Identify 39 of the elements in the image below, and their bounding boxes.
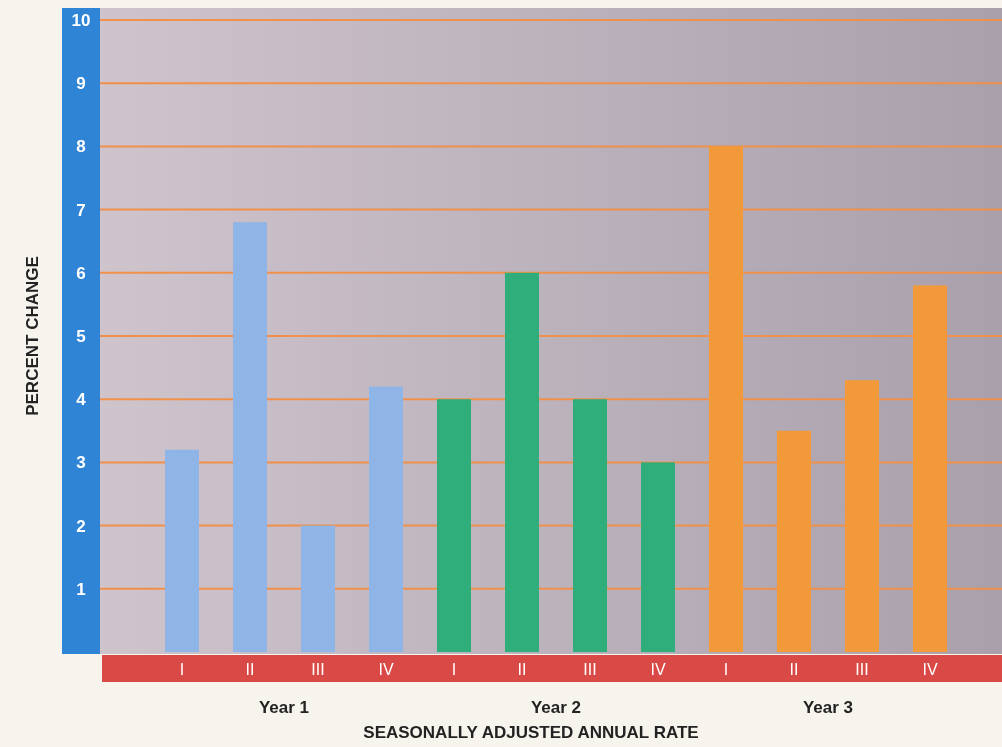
y-axis-title: PERCENT CHANGE (23, 256, 42, 416)
bar (777, 430, 811, 652)
bar (505, 272, 539, 652)
x-tick-label: I (451, 660, 457, 678)
bar (437, 399, 471, 652)
x-tick-label: II (517, 660, 527, 678)
bar (913, 285, 947, 652)
y-tick-label: 6 (76, 263, 86, 283)
y-tick-label: 10 (71, 10, 91, 30)
y-tick-label: 1 (76, 579, 86, 599)
bar (369, 386, 403, 652)
bar (709, 146, 743, 652)
bar (233, 222, 267, 652)
x-tick-label: III (583, 660, 597, 678)
y-tick-label: 9 (76, 74, 86, 94)
x-tick-label: IV (922, 660, 938, 678)
text: Year 1 (258, 698, 310, 717)
bar (573, 399, 607, 652)
bar (845, 380, 879, 652)
x-tick-label: II (245, 660, 255, 678)
bar (301, 525, 335, 652)
bar (165, 449, 199, 652)
y-tick-label: 4 (76, 390, 87, 410)
y-tick-label: 3 (76, 453, 86, 473)
x-tick-label: III (311, 660, 325, 678)
y-tick-label: 7 (76, 200, 86, 220)
x-tick-label: I (179, 660, 185, 678)
x-axis-title: SEASONALLY ADJUSTED ANNUAL RATE (363, 723, 699, 742)
y-tick-label: 8 (76, 137, 86, 157)
x-tick-label: III (855, 660, 869, 678)
x-tick-label: II (789, 660, 799, 678)
x-tick-label: I (723, 660, 729, 678)
bar (641, 462, 675, 652)
x-tick-label: IV (378, 660, 394, 678)
y-tick-label: 5 (76, 326, 86, 346)
y-tick-label: 2 (76, 516, 86, 536)
text: Year 2 (530, 698, 582, 717)
text: Year 3 (802, 698, 854, 717)
x-tick-label: IV (650, 660, 666, 678)
